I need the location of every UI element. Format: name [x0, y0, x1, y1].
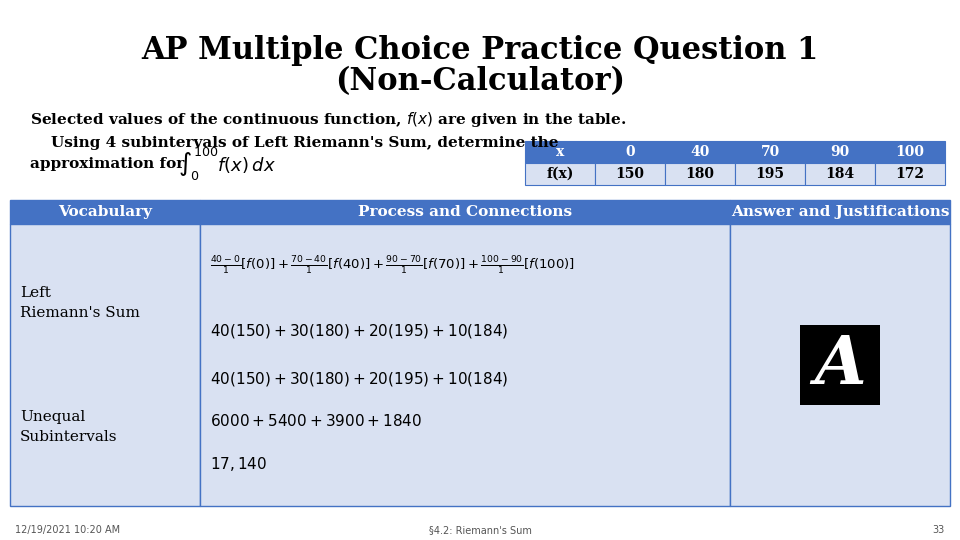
Text: Left
Riemann's Sum: Left Riemann's Sum — [20, 286, 140, 320]
Text: 40: 40 — [690, 145, 709, 159]
FancyBboxPatch shape — [805, 141, 875, 163]
Text: $40(150)+30(180)+20(195)+10(184)$: $40(150)+30(180)+20(195)+10(184)$ — [210, 322, 509, 340]
Text: 70: 70 — [760, 145, 780, 159]
Text: 90: 90 — [830, 145, 850, 159]
FancyBboxPatch shape — [665, 141, 735, 163]
Text: 184: 184 — [826, 167, 854, 181]
Text: 100: 100 — [896, 145, 924, 159]
FancyBboxPatch shape — [200, 200, 730, 224]
Text: 12/19/2021 10:20 AM: 12/19/2021 10:20 AM — [15, 525, 120, 535]
Text: $17,140$: $17,140$ — [210, 455, 267, 472]
Text: §4.2: Riemann's Sum: §4.2: Riemann's Sum — [428, 525, 532, 535]
Text: $6000+5400+3900+1840$: $6000+5400+3900+1840$ — [210, 414, 422, 429]
Text: approximation for: approximation for — [30, 157, 195, 171]
FancyBboxPatch shape — [10, 224, 200, 506]
FancyBboxPatch shape — [595, 163, 665, 185]
FancyBboxPatch shape — [735, 141, 805, 163]
Text: Selected values of the continuous function, $f(x)$ are given in the table.
    U: Selected values of the continuous functi… — [30, 110, 627, 150]
Text: AP Multiple Choice Practice Question 1: AP Multiple Choice Practice Question 1 — [141, 35, 819, 65]
FancyBboxPatch shape — [730, 224, 950, 506]
Text: $\int_0^{100} f(x)\, dx$: $\int_0^{100} f(x)\, dx$ — [178, 145, 276, 183]
Text: A: A — [814, 333, 866, 397]
FancyBboxPatch shape — [875, 141, 945, 163]
Text: Answer and Justifications: Answer and Justifications — [731, 205, 949, 219]
Text: Vocabulary: Vocabulary — [58, 205, 152, 219]
FancyBboxPatch shape — [800, 325, 880, 405]
FancyBboxPatch shape — [730, 200, 950, 224]
Text: 172: 172 — [896, 167, 924, 181]
FancyBboxPatch shape — [10, 200, 200, 224]
Text: Unequal
Subintervals: Unequal Subintervals — [20, 410, 117, 444]
Text: 180: 180 — [685, 167, 714, 181]
FancyBboxPatch shape — [665, 163, 735, 185]
Text: f(x): f(x) — [546, 167, 574, 181]
Text: $\frac{40-0}{1}[f(0)]+\frac{70-40}{1}[f(40)]+\frac{90-70}{1}[f(70)]+\frac{100-90: $\frac{40-0}{1}[f(0)]+\frac{70-40}{1}[f(… — [210, 255, 575, 278]
Text: Process and Connections: Process and Connections — [358, 205, 572, 219]
Text: x: x — [556, 145, 564, 159]
Text: 33: 33 — [933, 525, 945, 535]
FancyBboxPatch shape — [805, 163, 875, 185]
Text: 0: 0 — [625, 145, 635, 159]
Text: (Non-Calculator): (Non-Calculator) — [335, 66, 625, 98]
Text: 150: 150 — [615, 167, 644, 181]
FancyBboxPatch shape — [735, 163, 805, 185]
FancyBboxPatch shape — [595, 141, 665, 163]
FancyBboxPatch shape — [525, 141, 595, 163]
FancyBboxPatch shape — [200, 224, 730, 506]
Text: $40(150)+30(180)+20(195)+10(184)$: $40(150)+30(180)+20(195)+10(184)$ — [210, 370, 509, 388]
FancyBboxPatch shape — [875, 163, 945, 185]
Text: 195: 195 — [756, 167, 784, 181]
FancyBboxPatch shape — [525, 163, 595, 185]
